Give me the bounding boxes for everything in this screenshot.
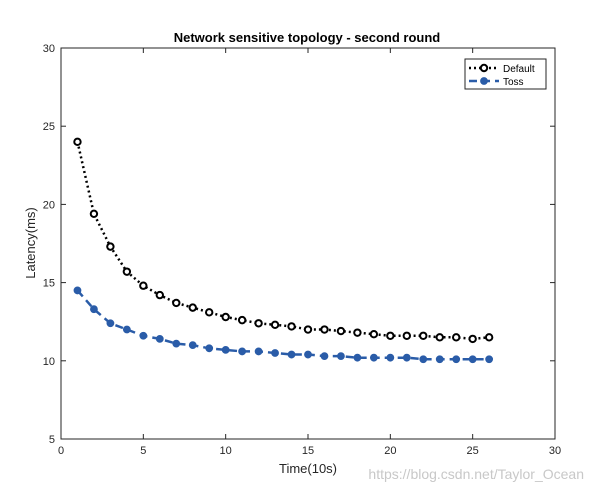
x-tick-label: 0 xyxy=(58,445,64,457)
data-point xyxy=(419,331,428,340)
data-point xyxy=(287,350,296,359)
x-axis-label: Time(10s) xyxy=(279,461,337,476)
data-point xyxy=(270,320,280,330)
y-tick-label: 5 xyxy=(49,434,55,446)
data-point xyxy=(139,281,148,290)
data-point xyxy=(73,137,82,147)
data-point xyxy=(452,355,461,364)
legend-item-default: Default xyxy=(469,63,535,75)
data-point xyxy=(155,335,164,343)
data-point xyxy=(188,303,197,312)
x-tick-label: 15 xyxy=(302,445,314,457)
legend-item-toss: Toss xyxy=(469,77,524,88)
data-point xyxy=(73,286,82,295)
data-point xyxy=(221,345,230,354)
data-point xyxy=(336,326,346,336)
data-point xyxy=(155,290,165,300)
data-point xyxy=(353,353,362,362)
data-point xyxy=(89,209,99,218)
data-point xyxy=(320,352,329,361)
legend-label: Default xyxy=(503,64,535,75)
data-point xyxy=(452,333,461,342)
chart-title: Network sensitive topology - second roun… xyxy=(174,30,441,45)
legend-swatch-marker xyxy=(479,63,489,73)
data-point xyxy=(188,341,197,350)
y-tick-label: 20 xyxy=(43,199,55,211)
y-tick-label: 10 xyxy=(43,356,55,368)
data-point xyxy=(468,355,477,364)
data-point xyxy=(386,353,395,362)
watermark-text: https://blog.csdn.net/Taylor_Ocean xyxy=(368,466,584,482)
data-point xyxy=(435,355,444,364)
data-point xyxy=(353,328,362,337)
data-point xyxy=(484,333,494,342)
data-point xyxy=(386,331,395,340)
data-point xyxy=(254,347,263,356)
data-point xyxy=(254,319,263,328)
data-point xyxy=(90,305,98,314)
data-point xyxy=(172,298,181,308)
legend-label: Toss xyxy=(503,77,524,88)
data-point xyxy=(205,344,214,353)
data-point xyxy=(435,333,444,342)
x-tick-label: 25 xyxy=(467,445,479,457)
data-point xyxy=(468,334,477,344)
series-layer xyxy=(73,137,494,364)
data-point xyxy=(369,353,378,362)
data-point xyxy=(139,331,148,340)
data-point xyxy=(172,339,181,348)
data-point xyxy=(271,349,279,357)
data-point xyxy=(320,325,329,334)
data-point xyxy=(122,267,132,276)
x-tick-label: 5 xyxy=(140,445,146,457)
series-toss xyxy=(73,286,494,364)
y-tick-label: 15 xyxy=(43,278,55,290)
y-tick-label: 30 xyxy=(43,43,55,55)
series-default xyxy=(73,137,494,344)
data-point xyxy=(287,322,296,331)
legend: Default Toss xyxy=(464,58,547,90)
data-point xyxy=(419,355,428,364)
data-point xyxy=(402,353,411,362)
x-tick-label: 10 xyxy=(220,445,232,457)
x-tick-label: 30 xyxy=(549,445,561,457)
data-point xyxy=(205,308,214,317)
data-point xyxy=(122,325,131,334)
legend-swatch-marker xyxy=(480,77,488,85)
data-point xyxy=(337,352,345,361)
data-point xyxy=(237,315,247,325)
x-tick-label: 20 xyxy=(384,445,396,457)
data-point xyxy=(106,319,115,328)
data-point xyxy=(221,312,230,322)
data-point xyxy=(304,350,312,359)
plot-area xyxy=(60,47,556,440)
y-axis-label: Latency(ms) xyxy=(23,207,38,279)
data-point xyxy=(485,355,494,364)
data-point xyxy=(369,330,379,339)
data-point xyxy=(106,242,115,251)
legend-box xyxy=(464,58,547,90)
data-point xyxy=(303,325,313,334)
data-point xyxy=(238,347,247,356)
data-point xyxy=(402,331,411,340)
y-tick-label: 25 xyxy=(43,121,55,133)
